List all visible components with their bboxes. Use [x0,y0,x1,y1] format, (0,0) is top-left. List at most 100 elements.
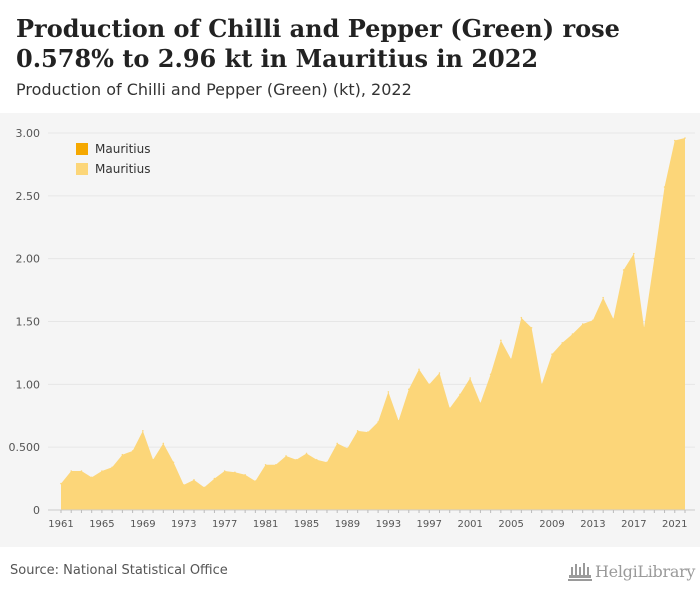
data-point [438,372,441,374]
data-point [571,333,574,335]
data-point [111,466,113,469]
data-point [315,458,318,461]
data-point [213,477,216,480]
data-point [346,447,349,450]
data-point [60,482,62,485]
x-tick-label: 1981 [253,519,278,530]
x-tick-label: 1961 [48,519,73,530]
data-point [264,463,267,466]
y-tick-label: 0 [33,504,40,517]
data-point [80,470,83,472]
source-note: Source: National Statistical Office [10,563,228,578]
data-point [193,479,195,481]
y-tick-label: 1.50 [16,316,41,329]
data-point [479,402,482,404]
chart-subtitle: Production of Chilli and Pepper (Green) … [16,80,412,99]
data-point [172,461,175,464]
data-point [418,368,420,371]
data-point [561,342,564,344]
legend-swatch [76,143,88,155]
data-point [162,442,165,445]
header: Production of Chilli and Pepper (Green) … [0,0,700,113]
y-tick-label: 1.00 [16,378,41,391]
data-point [459,393,461,396]
data-point [367,431,369,433]
data-point [520,316,523,319]
x-tick-label: 2009 [539,519,564,530]
helgilibrary-logo[interactable]: HelgiLibrary [568,561,695,581]
data-point [397,419,400,422]
data-point [142,430,144,432]
x-tick-label: 1977 [212,519,237,530]
x-tick-label: 2021 [662,519,687,530]
data-point [234,471,236,474]
x-tick-label: 2001 [457,519,482,530]
logo-text: HelgiLibrary [595,561,696,581]
legend-label: Mauritius [95,162,150,176]
data-point [101,470,103,472]
y-tick-label: 0.500 [9,441,41,454]
library-building-icon [568,563,592,581]
data-point [244,474,246,476]
data-point [684,137,686,139]
data-point [448,407,451,410]
data-point [530,326,533,329]
data-point [489,373,492,376]
data-point [254,480,257,482]
data-point [305,452,308,455]
legend-swatch [76,163,88,175]
data-point [408,388,410,391]
data-point [121,453,124,456]
data-point [592,319,594,322]
page-title: Production of Chilli and Pepper (Green) … [16,14,620,73]
data-point [602,296,604,299]
data-point [152,458,154,461]
legend: Mauritius Mauritius [76,142,150,176]
data-point [203,486,206,489]
data-point [275,463,277,466]
data-point [295,458,298,461]
y-tick-label: 2.00 [16,253,41,266]
data-point [663,186,666,188]
x-tick-label: 2017 [621,519,646,530]
data-point [653,257,656,260]
data-point [643,326,645,329]
area-series [60,137,686,510]
x-tick-label: 1993 [376,519,401,530]
data-point [540,383,543,386]
data-point [326,461,328,464]
data-point [285,455,287,457]
series-area-mauritius [61,138,685,510]
y-tick-label: 3.00 [16,127,41,140]
y-tick-label: 2.50 [16,190,41,203]
x-tick-label: 2005 [498,519,523,530]
data-point [356,430,359,432]
x-tick-label: 1997 [417,519,442,530]
x-tick-label: 1965 [89,519,114,530]
legend-label: Mauritius [95,142,150,156]
data-point [612,318,615,320]
x-axis: 1961 1965 1969 1973 1977 1981 1985 1989 1993 1997… [48,509,695,530]
x-tick-label: 1985 [294,519,319,530]
data-point [70,470,73,472]
x-tick-label: 2013 [580,519,605,530]
y-axis-tick-labels: 0 0.500 1.00 1.50 2.00 2.50 3.00 [9,127,41,517]
data-point [223,470,226,472]
data-point [673,139,676,142]
data-point [131,450,134,452]
data-point [633,252,635,255]
data-point [510,358,512,360]
data-point [428,383,431,386]
x-tick-label: 1969 [130,519,155,530]
data-point [551,353,553,355]
x-tick-label: 1973 [171,519,196,530]
x-tick-label: 1989 [335,519,360,530]
data-point [90,476,93,479]
data-point [581,323,584,325]
data-point [500,339,502,342]
data-point [182,484,185,486]
data-point [469,377,471,379]
data-point [387,391,390,393]
data-point [336,442,339,445]
